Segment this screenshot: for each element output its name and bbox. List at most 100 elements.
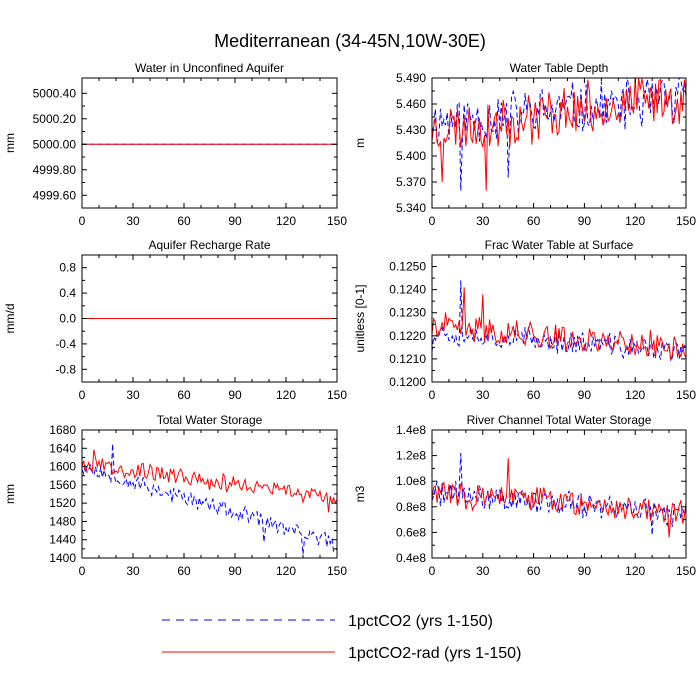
panel-1: Water Table Depth m 0 30 60 90 120 150 5.340 5.37…: [353, 61, 696, 228]
y-tick-label: 4999.60: [33, 188, 77, 202]
x-tick-label: 150: [676, 388, 696, 402]
y-tick-label: 5.340: [396, 201, 426, 215]
series-group: [432, 280, 686, 362]
series-line-1pctco2-rad: [432, 458, 686, 538]
figure-legend: 1pctCO2 (yrs 1-150) 1pctCO2-rad (yrs 1-1…: [162, 613, 521, 662]
y-axis-label: mm: [3, 484, 17, 504]
panel-title: Aquifer Recharge Rate: [148, 238, 270, 252]
x-tick-label: 0: [429, 564, 436, 578]
y-tick-label: -0.4: [55, 337, 76, 351]
panel-title: River Channel Total Water Storage: [467, 413, 652, 427]
series-line-1pctco2-rad: [82, 449, 337, 513]
y-tick-label: 5000.00: [33, 137, 77, 151]
x-tick-label: 90: [228, 214, 242, 228]
y-axis-label: unitless [0-1]: [353, 284, 367, 352]
panel-title: Frac Water Table at Surface: [485, 238, 634, 252]
x-tick-label: 90: [228, 564, 242, 578]
x-tick-label: 30: [126, 388, 140, 402]
x-tick-label: 150: [327, 388, 347, 402]
y-tick-label: 1.4e8: [396, 423, 426, 437]
x-tick-label: 60: [527, 214, 541, 228]
panel-3: Frac Water Table at Surface unitless [0-1…: [353, 238, 696, 402]
series-group: [82, 443, 337, 555]
x-tick-label: 30: [126, 214, 140, 228]
y-tick-label: 1640: [49, 441, 76, 455]
y-tick-label: 1.0e8: [396, 474, 426, 488]
y-tick-label: 1480: [49, 514, 76, 528]
y-tick-label: 0.0: [59, 312, 76, 326]
x-tick-label: 0: [429, 388, 436, 402]
x-tick-label: 120: [625, 564, 645, 578]
y-tick-label: 0.1250: [389, 260, 426, 274]
series-group: [432, 453, 686, 538]
plot-frame: [81, 77, 338, 209]
plot-frame: [81, 429, 338, 559]
x-tick-label: 120: [625, 214, 645, 228]
x-tick-label: 0: [79, 388, 86, 402]
x-tick-label: 90: [578, 388, 592, 402]
y-tick-label: 4999.80: [33, 163, 77, 177]
panel-2: Aquifer Recharge Rate mm/d 0 30 60 90 120 150 -0…: [3, 238, 347, 402]
x-tick-label: 30: [476, 214, 490, 228]
x-tick-label: 30: [476, 388, 490, 402]
x-tick-label: 150: [676, 214, 696, 228]
panel-5: River Channel Total Water Storage m3 0 30 60…: [353, 413, 696, 578]
y-tick-label: 0.1240: [389, 283, 426, 297]
series-line-1pctco2: [82, 443, 337, 555]
x-tick-label: 60: [177, 214, 191, 228]
x-tick-label: 120: [276, 388, 296, 402]
y-tick-label: 1440: [49, 533, 76, 547]
y-tick-label: 1520: [49, 496, 76, 510]
x-tick-label: 0: [79, 564, 86, 578]
y-tick-label: 5000.40: [33, 86, 77, 100]
x-tick-label: 90: [228, 388, 242, 402]
figure-title: Mediterranean (34-45N,10W-30E): [214, 31, 486, 51]
x-tick-label: 150: [676, 564, 696, 578]
y-tick-label: 0.8e8: [396, 500, 426, 514]
panel-title: Total Water Storage: [157, 413, 263, 427]
panel-4: Total Water Storage mm 0 30 60 90 120 150 1400 14…: [3, 413, 347, 578]
y-tick-label: 0.4: [59, 286, 76, 300]
y-tick-label: 5.400: [396, 149, 426, 163]
legend-label-1pctco2: 1pctCO2 (yrs 1-150): [348, 613, 493, 630]
x-tick-label: 0: [429, 214, 436, 228]
series-line-1pctco2: [432, 78, 686, 191]
y-axis-label: mm: [3, 133, 17, 153]
y-tick-label: 1600: [49, 460, 76, 474]
y-tick-label: 1680: [49, 423, 76, 437]
panel-0: Water in Unconfined Aquifer mm 0 30 60 90 120 1…: [3, 61, 347, 228]
y-tick-label: 0.1220: [389, 329, 426, 343]
x-tick-label: 60: [177, 564, 191, 578]
y-tick-label: 0.1200: [389, 375, 426, 389]
series-line-1pctco2: [432, 280, 686, 362]
y-tick-label: 5.490: [396, 71, 426, 85]
series-group: [432, 78, 686, 191]
plot-frame: [431, 254, 687, 383]
y-tick-label: 0.1210: [389, 352, 426, 366]
x-tick-label: 60: [527, 388, 541, 402]
panel-title: Water Table Depth: [510, 61, 609, 75]
x-tick-label: 120: [276, 564, 296, 578]
x-tick-label: 120: [625, 388, 645, 402]
y-tick-label: 5000.20: [33, 112, 77, 126]
y-tick-label: 5.370: [396, 175, 426, 189]
x-tick-label: 0: [79, 214, 86, 228]
x-tick-label: 120: [276, 214, 296, 228]
series-line-1pctco2-rad: [432, 287, 686, 361]
y-tick-label: 1.2e8: [396, 449, 426, 463]
y-tick-label: 1400: [49, 551, 76, 565]
x-tick-label: 60: [527, 564, 541, 578]
series-line-1pctco2: [432, 453, 686, 535]
x-tick-label: 30: [126, 564, 140, 578]
y-axis-label: m3: [353, 485, 367, 502]
series-line-1pctco2-rad: [432, 78, 686, 191]
y-tick-label: 5.430: [396, 123, 426, 137]
y-axis-label: m: [353, 138, 367, 148]
y-tick-label: 5.460: [396, 97, 426, 111]
x-tick-label: 90: [578, 564, 592, 578]
x-tick-label: 30: [476, 564, 490, 578]
y-tick-label: 0.8: [59, 261, 76, 275]
legend-label-1pctco2-rad: 1pctCO2-rad (yrs 1-150): [348, 645, 521, 662]
panel-title: Water in Unconfined Aquifer: [135, 61, 284, 75]
